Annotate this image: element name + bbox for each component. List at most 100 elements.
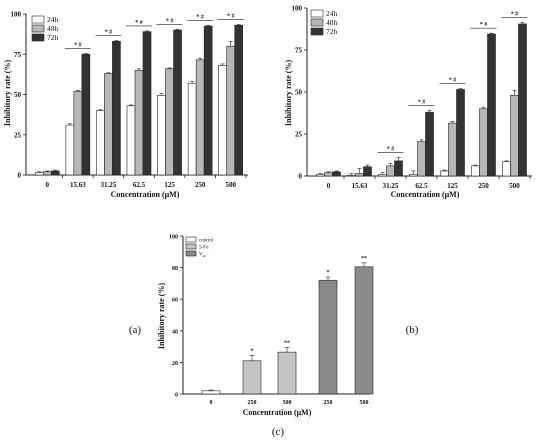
significance-label: * # <box>418 99 426 105</box>
bar-24h-15.63 <box>65 124 75 176</box>
x-tick-label: 15.63 <box>352 182 368 190</box>
x-tick-label: 31.25 <box>383 182 399 190</box>
x-axis-title-c: Concentration (μM) <box>243 408 312 417</box>
bar-c-2 <box>277 351 297 395</box>
bar-24h-0 <box>316 174 325 177</box>
bar-72h-0 <box>50 170 60 176</box>
significance-label: * # <box>105 30 113 36</box>
legend-label-72h: 72h <box>47 33 59 42</box>
significance-label: ** <box>361 256 367 262</box>
significance-label: * # <box>227 13 235 19</box>
bar-c-3 <box>318 279 338 395</box>
bar-72h-0 <box>332 171 341 177</box>
bar-48h-0 <box>324 172 333 177</box>
legend-swatch-72h <box>310 27 324 36</box>
y-tick-label: 50 <box>295 89 303 97</box>
bar-48h-15.63 <box>73 90 83 176</box>
bar-24h-250 <box>187 82 197 176</box>
y-tick-label: 75 <box>295 47 303 55</box>
legend-label-control: control <box>199 239 214 244</box>
legend-swatch-24h <box>31 15 45 24</box>
significance-label: ** <box>284 340 290 346</box>
x-axis-title-a: Concentration (μM) <box>111 190 180 199</box>
bar-48h-500 <box>226 45 236 176</box>
y-tick-label: 100 <box>292 5 303 13</box>
bar-72h-250 <box>203 25 213 176</box>
bar-24h-250 <box>471 165 480 177</box>
bar-72h-31.25 <box>394 160 403 177</box>
x-tick-label: 500 <box>509 182 520 190</box>
y-tick-label: 0 <box>299 173 303 181</box>
legend-label-24h: 24h <box>47 15 59 24</box>
significance-label: * # <box>196 14 204 20</box>
x-tick-label: 0 <box>327 182 331 190</box>
y-tick-label: 20 <box>172 361 178 367</box>
x-axis-title-b: Concentration (μM) <box>391 190 460 199</box>
x-tick-label: 500 <box>360 400 369 406</box>
bar-24h-15.63 <box>347 174 356 177</box>
bar-48h-250 <box>195 59 205 176</box>
y-tick-label: 100 <box>11 11 22 19</box>
legend-label-48h: 48h <box>326 18 338 27</box>
bar-72h-125 <box>456 89 465 177</box>
bar-72h-62.5 <box>425 111 434 177</box>
x-tick-label: 0 <box>210 400 213 406</box>
bar-48h-62.5 <box>417 141 426 177</box>
bar-24h-31.25 <box>378 174 387 177</box>
bar-72h-15.63 <box>363 166 372 177</box>
x-tick-label: 0 <box>46 181 50 189</box>
significance-label: * # <box>74 42 82 48</box>
y-tick-label: 80 <box>172 266 178 272</box>
significance-label: * # <box>511 11 519 17</box>
bar-48h-125 <box>448 122 457 177</box>
x-tick-label: 62.5 <box>415 182 428 190</box>
y-tick-label: 0 <box>18 172 22 180</box>
significance-label: * # <box>480 22 488 28</box>
bar-48h-125 <box>165 68 174 176</box>
y-tick-label: 50 <box>14 91 22 99</box>
bar-24h-500 <box>218 65 228 176</box>
significance-label: * # <box>166 18 174 24</box>
chart-panel-b: 0 25 50 75 100 0 15.63 31.25 * # 62.5 * # 125 * # 250… <box>292 5 532 190</box>
legend-label-72h: 72h <box>326 27 338 36</box>
y-tick-label: 25 <box>295 131 303 139</box>
significance-label: * # <box>387 147 395 153</box>
bar-72h-125 <box>173 29 182 176</box>
x-tick-label: 15.63 <box>70 181 86 189</box>
y-tick-label: 75 <box>14 51 22 59</box>
significance-label: * <box>327 270 330 276</box>
legend-swatch-72h <box>31 33 45 42</box>
significance-label: * <box>251 348 254 354</box>
panel-label-c: (c) <box>272 426 285 438</box>
legend-label-24h: 24h <box>326 9 338 18</box>
y-tick-label: 60 <box>172 298 178 304</box>
bar-72h-500 <box>234 24 244 176</box>
x-tick-label: 31.25 <box>101 181 117 189</box>
x-tick-label: 250 <box>478 182 489 190</box>
x-tick-label: 250 <box>248 400 257 406</box>
legend-swatch-48h <box>31 24 45 33</box>
y-axis-title-a: Inhibitory rate (%) <box>3 60 12 127</box>
bar-48h-31.25 <box>386 165 395 177</box>
x-tick-label: 250 <box>195 181 206 189</box>
bar-48h-15.63 <box>355 173 364 177</box>
bar-48h-62.5 <box>134 70 144 176</box>
chart-panel-c: 0 20 40 60 80 100 0 * 250 ** 500 * 250 ** 500 control 5-… <box>169 235 374 406</box>
bar-24h-62.5 <box>409 174 418 177</box>
bar-48h-250 <box>479 108 488 177</box>
bar-48h-0 <box>42 171 52 176</box>
legend-swatch-24h <box>310 9 324 18</box>
y-tick-label: 25 <box>14 131 22 139</box>
bar-72h-500 <box>518 23 527 177</box>
x-tick-label: 500 <box>283 400 292 406</box>
x-tick-label: 125 <box>447 182 458 190</box>
legend-label-48h: 48h <box>47 24 59 33</box>
y-tick-label: 40 <box>172 329 178 335</box>
legend-label-V: Vub <box>199 253 206 259</box>
y-axis-title-c: Inhibitory rate (%) <box>157 283 166 350</box>
bar-24h-125 <box>440 170 449 177</box>
x-tick-label: 250 <box>324 400 333 406</box>
bar-72h-62.5 <box>142 31 152 176</box>
y-tick-label: 100 <box>169 235 178 241</box>
